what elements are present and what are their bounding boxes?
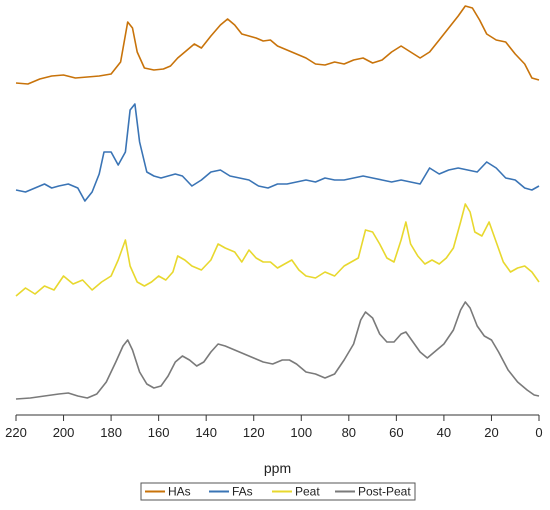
x-tick-label: 160 (148, 425, 170, 440)
legend-label: Post-Peat (358, 485, 411, 499)
series-line-fas (15, 103, 540, 202)
x-tick-label: 80 (342, 425, 356, 440)
series-line-post-peat (15, 301, 540, 400)
x-tick-layer: 220 200 180 160 140 120 100 80 60 40 20 0 (5, 415, 543, 440)
x-tick-label: 100 (290, 425, 312, 440)
x-tick-label: 0 (535, 425, 542, 440)
x-tick-label: 200 (53, 425, 75, 440)
x-tick-label: 180 (100, 425, 122, 440)
x-tick-label: 40 (437, 425, 451, 440)
x-tick-label: 120 (243, 425, 265, 440)
legend-label: FAs (232, 485, 253, 499)
x-axis-title: ppm (264, 460, 291, 476)
x-tick-label: 60 (389, 425, 403, 440)
legend: HAs FAs Peat Post-Peat (140, 482, 416, 501)
legend-label: Peat (295, 485, 320, 499)
series-layer (15, 5, 540, 400)
series-line-has (15, 5, 540, 85)
x-tick-label: 140 (195, 425, 217, 440)
x-tick-label: 220 (5, 425, 27, 440)
x-tick-label: 20 (484, 425, 498, 440)
legend-label: HAs (168, 485, 191, 499)
series-line-peat (15, 203, 540, 297)
